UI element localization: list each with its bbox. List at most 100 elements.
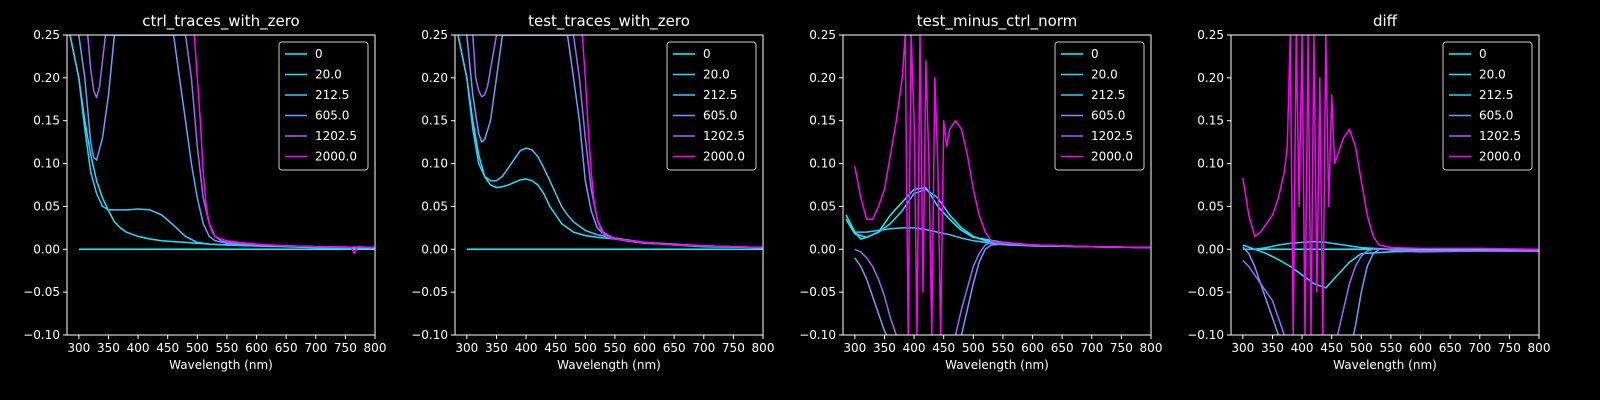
y-tick-label: −0.05 bbox=[411, 285, 448, 299]
legend-label: 20.0 bbox=[1479, 68, 1506, 82]
legend-label: 1202.5 bbox=[703, 129, 745, 143]
x-tick-label: 300 bbox=[67, 341, 90, 355]
y-tick-label: −0.05 bbox=[23, 285, 60, 299]
x-tick-label: 700 bbox=[304, 341, 327, 355]
y-tick-label: 0.20 bbox=[421, 71, 448, 85]
y-tick-label: 0.20 bbox=[809, 71, 836, 85]
chart-panel-2: 300 350 400 450 500 550 600 650 700 750 800 −0.10 −0… bbox=[411, 12, 774, 372]
x-tick-label: 600 bbox=[245, 341, 268, 355]
y-tick-label: 0.10 bbox=[1197, 157, 1224, 171]
y-tick-label: 0.05 bbox=[421, 199, 448, 213]
x-tick-label: 300 bbox=[455, 341, 478, 355]
y-tick-label: 0.05 bbox=[33, 199, 60, 213]
y-tick-label: 0.25 bbox=[809, 28, 836, 42]
legend-label: 2000.0 bbox=[1091, 150, 1133, 164]
legend-label: 212.5 bbox=[1091, 88, 1125, 102]
y-tick-label: 0.25 bbox=[421, 28, 448, 42]
legend-label: 2000.0 bbox=[315, 150, 357, 164]
y-tick-label: 0.00 bbox=[809, 242, 836, 256]
series-group bbox=[1242, 35, 1539, 335]
y-tick-label: 0.15 bbox=[33, 114, 60, 128]
chart-title: ctrl_traces_with_zero bbox=[142, 12, 299, 31]
x-tick-label: 450 bbox=[156, 341, 179, 355]
x-axis-label: Wavelength (nm) bbox=[1333, 358, 1437, 372]
x-tick-label: 600 bbox=[1021, 341, 1044, 355]
series-group bbox=[457, 35, 763, 251]
x-tick-label: 500 bbox=[574, 341, 597, 355]
series-group bbox=[845, 35, 1151, 335]
series-line-2000.0 bbox=[854, 35, 1151, 335]
x-tick-label: 750 bbox=[722, 341, 745, 355]
y-tick-label: 0.00 bbox=[33, 242, 60, 256]
legend-label: 1202.5 bbox=[1091, 129, 1133, 143]
x-tick-label: 450 bbox=[1320, 341, 1343, 355]
y-tick-label: −0.05 bbox=[1187, 285, 1224, 299]
series-line-212.5 bbox=[69, 35, 375, 249]
x-tick-label: 800 bbox=[752, 341, 775, 355]
chart-title: diff bbox=[1373, 12, 1398, 30]
legend-label: 0 bbox=[703, 47, 711, 61]
y-tick-label: 0.15 bbox=[1197, 114, 1224, 128]
axes-frame bbox=[454, 34, 764, 336]
x-tick-label: 800 bbox=[1140, 341, 1163, 355]
x-tick-label: 350 bbox=[485, 341, 508, 355]
y-tick-label: 0.05 bbox=[1197, 199, 1224, 213]
series-line-212.5 bbox=[854, 227, 1151, 249]
chart-panel-4: 300 350 400 450 500 550 600 650 700 750 800 −0.10 −0… bbox=[1187, 12, 1550, 372]
y-tick-label: 0.10 bbox=[421, 157, 448, 171]
axes-frame bbox=[842, 34, 1152, 336]
x-tick-label: 450 bbox=[932, 341, 955, 355]
legend-label: 0 bbox=[1479, 47, 1487, 61]
legend-label: 0 bbox=[315, 47, 323, 61]
x-tick-label: 750 bbox=[1110, 341, 1133, 355]
x-tick-label: 400 bbox=[1291, 341, 1314, 355]
y-tick-label: −0.10 bbox=[411, 328, 448, 342]
legend-label: 20.0 bbox=[703, 68, 730, 82]
x-tick-label: 800 bbox=[364, 341, 387, 355]
y-tick-label: 0.20 bbox=[1197, 71, 1224, 85]
series-line-2000.0 bbox=[193, 35, 375, 255]
series-line-1202.5 bbox=[1242, 248, 1539, 335]
y-tick-label: 0.25 bbox=[1197, 28, 1224, 42]
chart-title: test_minus_ctrl_norm bbox=[917, 12, 1078, 31]
legend: 0 20.0 212.5 605.0 1202.5 2000.0 bbox=[278, 41, 369, 171]
chart-panel-1: 300 350 400 450 500 550 600 650 700 750 800 −0.10 −0… bbox=[23, 12, 386, 372]
axes-frame bbox=[66, 34, 376, 336]
legend-label: 0 bbox=[1091, 47, 1099, 61]
y-tick-label: −0.10 bbox=[799, 328, 836, 342]
series-line-2000.0 bbox=[1242, 35, 1539, 335]
x-tick-label: 550 bbox=[215, 341, 238, 355]
series-line-605.0 bbox=[78, 35, 375, 249]
legend-label: 212.5 bbox=[703, 88, 737, 102]
legend-label: 20.0 bbox=[315, 68, 342, 82]
series-line-2000.0 bbox=[581, 35, 763, 249]
x-tick-label: 750 bbox=[334, 341, 357, 355]
chart-title: test_traces_with_zero bbox=[528, 12, 690, 31]
x-tick-label: 400 bbox=[127, 341, 150, 355]
x-tick-label: 350 bbox=[1261, 341, 1284, 355]
legend: 0 20.0 212.5 605.0 1202.5 2000.0 bbox=[1054, 41, 1145, 171]
series-group bbox=[69, 35, 375, 255]
x-tick-label: 400 bbox=[903, 341, 926, 355]
x-tick-label: 600 bbox=[1409, 341, 1432, 355]
legend-label: 605.0 bbox=[315, 109, 349, 123]
y-tick-label: 0.00 bbox=[1197, 242, 1224, 256]
x-tick-label: 750 bbox=[1498, 341, 1521, 355]
x-tick-label: 500 bbox=[1350, 341, 1373, 355]
x-tick-label: 350 bbox=[97, 341, 120, 355]
x-tick-label: 650 bbox=[1439, 341, 1462, 355]
axes-frame bbox=[1230, 34, 1540, 336]
x-axis-label: Wavelength (nm) bbox=[169, 358, 273, 372]
x-tick-label: 650 bbox=[275, 341, 298, 355]
y-tick-label: −0.10 bbox=[23, 328, 60, 342]
series-line-605.0 bbox=[854, 243, 1151, 335]
x-tick-label: 500 bbox=[186, 341, 209, 355]
legend-label: 2000.0 bbox=[1479, 150, 1521, 164]
legend: 0 20.0 212.5 605.0 1202.5 2000.0 bbox=[1442, 41, 1533, 171]
y-tick-label: 0.10 bbox=[33, 157, 60, 171]
chart-panel-3: 300 350 400 450 500 550 600 650 700 750 800 −0.10 −0… bbox=[799, 12, 1162, 372]
x-tick-label: 400 bbox=[515, 341, 538, 355]
y-tick-label: 0.10 bbox=[809, 157, 836, 171]
y-tick-label: 0.15 bbox=[421, 114, 448, 128]
